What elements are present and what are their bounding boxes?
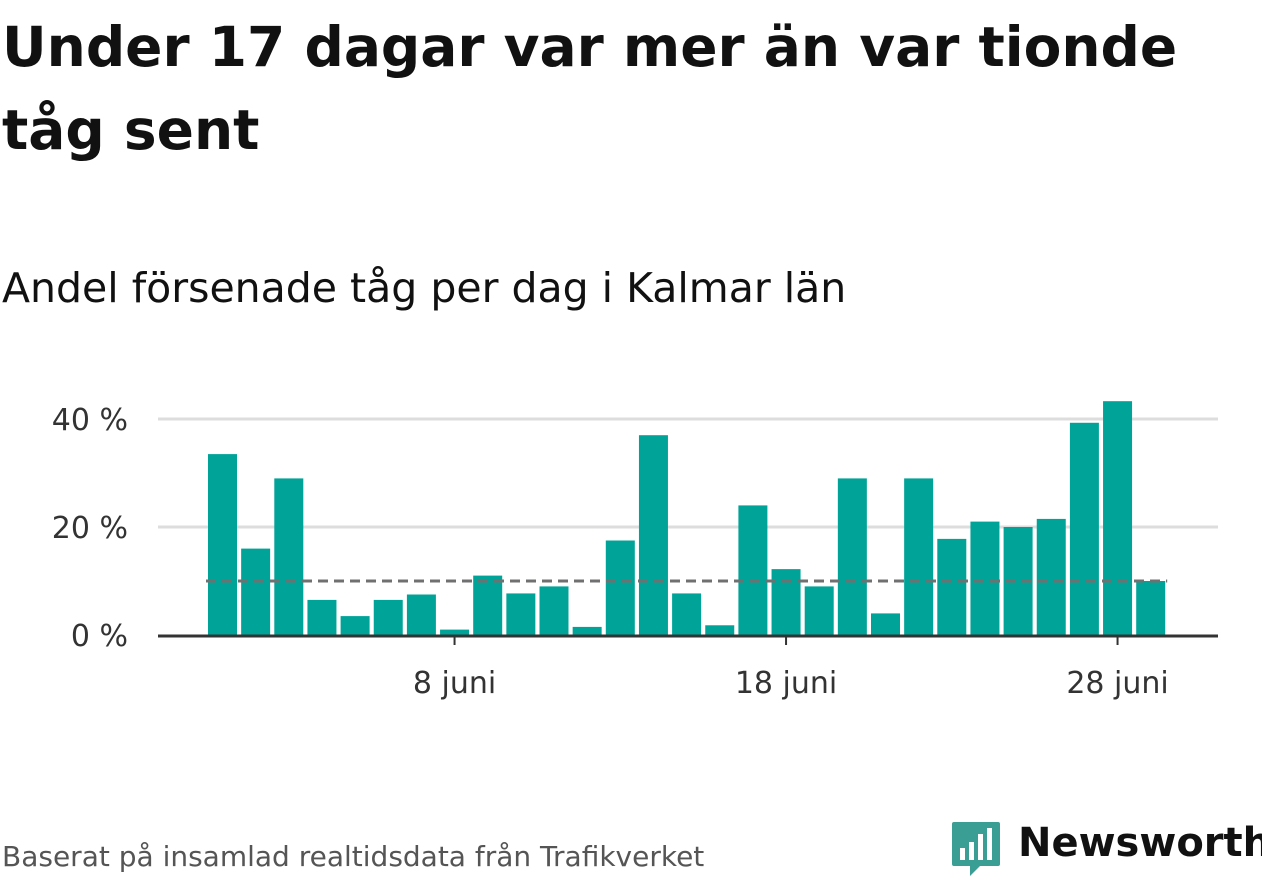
newsworthy-logo[interactable]: Newsworthy [950, 818, 1262, 879]
y-tick-label: 0 % [71, 619, 128, 654]
bar [1036, 518, 1066, 635]
y-tick-label: 20 % [52, 511, 128, 546]
bar [672, 593, 702, 635]
y-axis-ticks: 0 % 20 % 40 % [52, 403, 128, 654]
x-tick-label: 18 juni [735, 666, 837, 701]
bar [804, 586, 834, 635]
bar [705, 625, 735, 635]
x-axis-ticks: 8 juni 18 juni 28 juni [413, 635, 1169, 701]
bar [871, 613, 900, 635]
x-tick-label: 8 juni [413, 666, 496, 701]
newsworthy-logo-icon [952, 822, 1000, 876]
bars [208, 401, 1166, 635]
bar [406, 594, 436, 635]
bar [970, 521, 1000, 635]
bar [373, 599, 403, 635]
bar [506, 593, 536, 635]
bar [1136, 581, 1166, 635]
source-note: Baserat på insamlad realtidsdata från Tr… [2, 840, 705, 873]
bar [738, 505, 768, 635]
bar [340, 616, 370, 635]
gridlines [158, 417, 1218, 529]
bar [771, 569, 801, 635]
bar-chart: 0 % 20 % 40 % 8 juni 18 juni 28 juni [52, 401, 1218, 701]
bar [904, 478, 934, 635]
bar [241, 548, 271, 635]
bar [274, 478, 304, 635]
bar [572, 626, 602, 635]
bar [638, 435, 668, 635]
bar [605, 540, 635, 635]
bar [1069, 422, 1099, 635]
bar [208, 454, 237, 635]
chart-title: Under 17 dagar var mer än var tionde tåg… [2, 15, 1178, 162]
y-tick-label: 40 % [52, 403, 128, 438]
bar [440, 629, 470, 635]
bar [539, 586, 569, 635]
bar [1103, 401, 1133, 635]
bar [473, 575, 503, 635]
bar [937, 538, 967, 635]
bar [837, 478, 867, 635]
bar [307, 599, 337, 635]
chart-subtitle: Andel försenade tåg per dag i Kalmar län [2, 264, 847, 312]
x-tick-label: 28 juni [1066, 666, 1168, 701]
logo-text: Newsworthy [1018, 820, 1262, 866]
